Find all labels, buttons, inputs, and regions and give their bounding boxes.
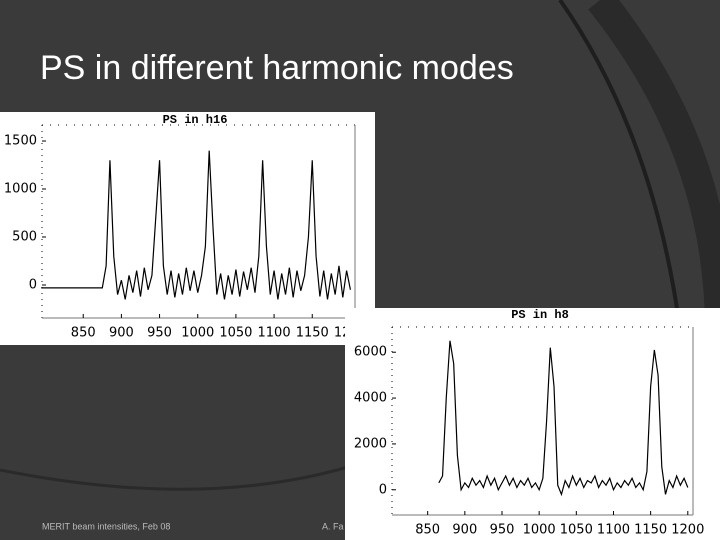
x-tick-label: 900	[109, 326, 134, 341]
x-tick-label: 900	[452, 523, 477, 538]
y-tick-label: 1000	[4, 182, 37, 197]
x-tick-label: 850	[415, 523, 440, 538]
y-tick-label: 6000	[354, 345, 387, 360]
data-line	[41, 150, 352, 300]
data-line	[438, 340, 689, 497]
y-tick-label: 1500	[4, 134, 37, 149]
x-tick-label: 1150	[634, 523, 667, 538]
y-tick-label: 4000	[354, 391, 387, 406]
x-tick-label: 950	[490, 523, 515, 538]
x-tick-label: 1000	[181, 326, 214, 341]
y-tick-label: 500	[12, 229, 37, 244]
x-tick-label: 850	[71, 326, 96, 341]
slide-title: PS in different harmonic modes	[40, 49, 514, 87]
x-tick-label: 1050	[219, 326, 252, 341]
x-tick-label: 1000	[523, 523, 556, 538]
footer-left: MERIT beam intensities, Feb 08	[42, 521, 170, 531]
footer-center: A. Fa	[322, 521, 344, 531]
y-tick-label: 0	[379, 482, 387, 497]
x-tick-label: 1150	[296, 326, 329, 341]
chart-panel	[0, 112, 375, 345]
x-tick-label: 1200	[671, 523, 704, 538]
y-tick-label: 2000	[354, 436, 387, 451]
x-tick-label: 1100	[258, 326, 291, 341]
chart-title: PS in h16	[163, 113, 228, 127]
x-tick-label: 1100	[597, 523, 630, 538]
x-tick-label: 950	[147, 326, 172, 341]
y-tick-label: 0	[29, 277, 37, 292]
decor-arc	[588, 0, 720, 331]
x-tick-label: 1050	[560, 523, 593, 538]
chart-title: PS in h8	[511, 308, 569, 322]
chart-panel	[345, 308, 720, 540]
